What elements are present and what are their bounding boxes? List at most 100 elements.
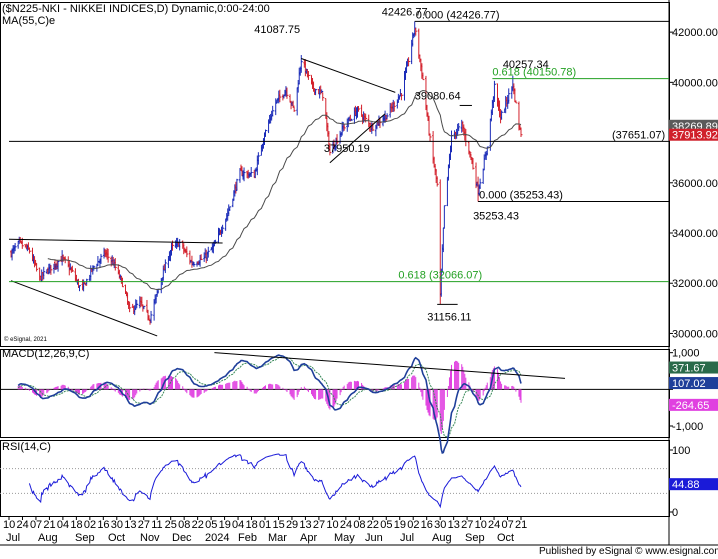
price-tick-label: 42000.00	[672, 27, 718, 39]
source-mark: © eSignal, 2021	[4, 336, 47, 343]
x-month-label: Jul	[6, 532, 20, 544]
x-day-label: 22	[367, 519, 379, 531]
x-day-label: 10	[3, 519, 15, 531]
x-month-label: Nov	[140, 532, 160, 544]
x-day-label: 18	[70, 519, 82, 531]
chart-title: ($N225-NKI - NIKKEI INDICES,D) Dynamic,0…	[2, 3, 270, 15]
x-month-label: Oct	[497, 532, 514, 544]
x-month-label: Aug	[38, 532, 58, 544]
price-annotation: 31156.11	[427, 311, 471, 323]
x-day-label: 27	[313, 519, 325, 531]
x-month-label: Sep	[465, 532, 485, 544]
trendline	[301, 58, 396, 93]
trendline	[8, 238, 223, 244]
x-month-label: May	[334, 532, 355, 544]
macd-panel	[0, 352, 669, 454]
price-frame	[0, 2, 670, 347]
price-panel: 0.000 (42426.77) 0.618 (40150.78) (37651.0…	[8, 6, 669, 337]
x-day-label: 02	[407, 519, 419, 531]
x-day-label: 13	[124, 519, 136, 531]
x-month-label: Dec	[172, 532, 192, 544]
macd-trendline	[214, 352, 566, 379]
x-day-label: 19	[219, 519, 231, 531]
x-day-label: 11	[151, 519, 162, 531]
x-day-label: 05	[205, 519, 217, 531]
x-day-label: 19	[394, 519, 406, 531]
macd-value-box	[669, 398, 718, 411]
rsi-value-box	[669, 478, 718, 491]
x-day-label: 30	[111, 519, 123, 531]
panel-frames	[0, 0, 718, 546]
ma-55-line	[47, 89, 522, 290]
axes: 30000.0032000.0034000.0036000.0038000.00…	[3, 27, 718, 544]
x-month-label: Jun	[365, 532, 383, 544]
x-month-label: 2024	[205, 532, 229, 544]
x-day-label: 10	[475, 519, 487, 531]
x-day-label: 04	[232, 519, 244, 531]
rsi-frame	[0, 440, 670, 517]
x-day-label: 13	[448, 519, 460, 531]
price-tick-label: 32000.00	[672, 278, 718, 290]
price-tick-label: 40000.00	[672, 77, 718, 89]
level-label: (37651.07)	[612, 129, 665, 141]
x-day-label: 08	[353, 519, 365, 531]
rsi-line	[28, 453, 522, 509]
price-box	[669, 128, 718, 141]
level-label: 0.000 (35253.43)	[479, 190, 563, 202]
x-month-label: Aug	[432, 532, 452, 544]
rsi-tick-label: 100	[672, 445, 690, 457]
macd-line	[17, 354, 522, 454]
macd-value-label: 371.67	[672, 363, 706, 375]
macd-value-box	[669, 377, 718, 390]
x-day-label: 30	[434, 519, 446, 531]
trendline	[329, 113, 386, 164]
price-annotation: 41087.75	[254, 24, 300, 36]
x-day-label: 07	[502, 519, 514, 531]
x-day-label: 29	[286, 519, 298, 531]
price-annotation: 40257.34	[503, 59, 549, 71]
x-day-label: 27	[461, 519, 473, 531]
x-month-label: Sep	[75, 532, 95, 544]
macd-value-label: -264.65	[672, 400, 709, 412]
ma-label: MA(55,C)e	[2, 15, 55, 27]
macd-label: MACD(12,26,9,C)	[2, 348, 89, 360]
macd-value-label: 107.02	[672, 378, 706, 390]
x-month-label: Apr	[300, 532, 317, 544]
rsi-value-label: 44.88	[672, 479, 700, 491]
publisher-credit: Published by eSignal © www.esignal.com	[539, 546, 718, 557]
x-day-label: 25	[165, 519, 177, 531]
x-day-label: 05	[380, 519, 392, 531]
x-day-label: 13	[299, 519, 311, 531]
level-label: 0.618 (40150.78)	[492, 67, 576, 79]
rsi-label: RSI(14,C)	[2, 441, 51, 453]
macd-tick-label: -1,000	[672, 421, 703, 433]
price-annotation: 39080.64	[415, 90, 461, 102]
trendline	[10, 280, 158, 337]
x-day-label: 15	[272, 519, 284, 531]
price-annotation: 37950.19	[324, 143, 370, 155]
x-day-label: 22	[192, 519, 204, 531]
level-label: 0.000 (42426.77)	[416, 9, 500, 21]
x-day-label: 18	[246, 519, 258, 531]
rsi-tick-label: 0	[672, 507, 678, 519]
x-day-label: 21	[43, 519, 55, 531]
macd-signal-line	[17, 356, 522, 438]
x-month-label: Mar	[268, 532, 287, 544]
price-tick-label: 34000.00	[672, 228, 718, 240]
x-month-label: Jul	[400, 532, 414, 544]
x-day-label: 04	[57, 519, 69, 531]
x-day-label: 27	[138, 519, 150, 531]
x-day-label: 21	[515, 519, 527, 531]
x-day-label: 02	[84, 519, 96, 531]
macd-tick-label: 1,000	[672, 348, 700, 360]
rsi-panel	[0, 453, 669, 509]
x-day-label: 24	[340, 519, 352, 531]
price-tick-label: 30000.00	[672, 328, 718, 340]
x-day-label: 01	[259, 519, 271, 531]
x-month-label: Oct	[108, 532, 125, 544]
price-annotation: 42426.77	[382, 6, 428, 18]
x-day-label: 16	[97, 519, 109, 531]
x-month-label: Feb	[238, 532, 257, 544]
x-day-label: 16	[421, 519, 433, 531]
